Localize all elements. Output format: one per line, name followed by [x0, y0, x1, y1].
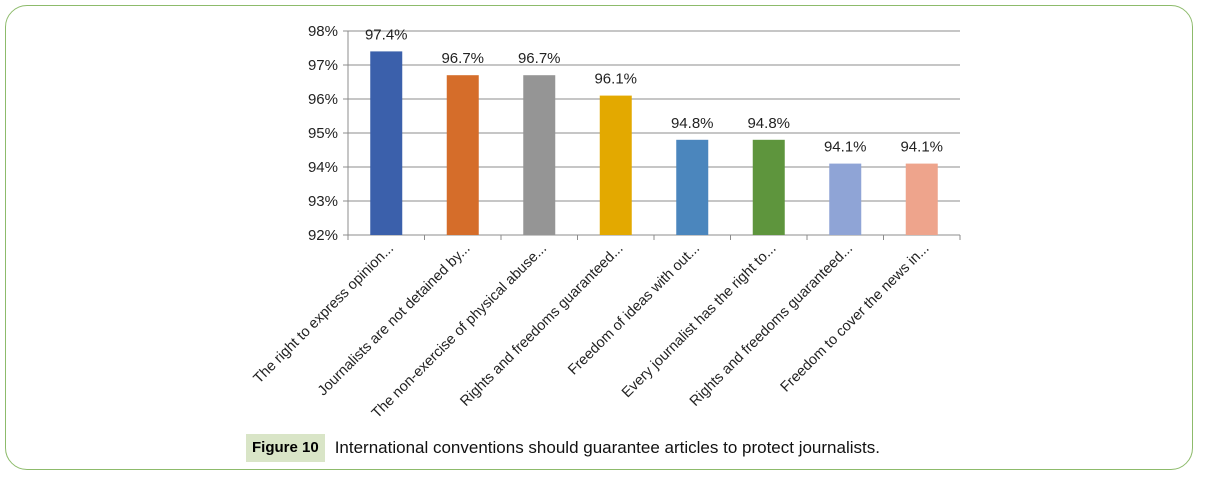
- x-tick-label: The non-exercise of physical abuse...: [369, 241, 550, 422]
- data-label: 96.7%: [441, 50, 484, 67]
- bar: [370, 51, 403, 236]
- y-tick-label: 92%: [308, 227, 338, 244]
- figure-caption: Figure 10 International conventions shou…: [246, 434, 880, 462]
- gridlines: [348, 30, 960, 236]
- bar-chart: 92% 93% 94% 95% 96% 97% 98% 97.4% The right to …: [251, 23, 961, 422]
- y-tick-label: 96%: [308, 91, 338, 108]
- figure-label: Figure 10: [246, 434, 325, 462]
- bar: [752, 139, 785, 235]
- y-tick-label: 98%: [308, 23, 338, 40]
- data-label: 96.1%: [594, 71, 637, 88]
- bar: [676, 139, 709, 235]
- data-label: 94.8%: [747, 115, 790, 132]
- bar: [905, 163, 938, 235]
- x-tick-label: Rights and freedoms guaranteed...: [457, 241, 626, 410]
- bar: [829, 163, 862, 235]
- x-tick-label: Freedom of ideas with out...: [565, 241, 703, 379]
- bar: [523, 75, 556, 235]
- bars: [370, 51, 938, 236]
- x-tick-label: Rights and freedoms guaranteed...: [687, 241, 856, 410]
- figure-frame: [5, 5, 1193, 470]
- x-tick-label: Freedom to cover the news in...: [778, 241, 933, 396]
- x-tick-label: The right to express opinion...: [251, 241, 397, 387]
- data-label: 94.1%: [900, 139, 943, 156]
- y-tick-label: 95%: [308, 125, 338, 142]
- x-tick-label: Every journalist has the right to...: [619, 241, 780, 402]
- bar: [599, 95, 632, 235]
- y-tick-label: 94%: [308, 159, 338, 176]
- y-tick-label: 93%: [308, 193, 338, 210]
- data-label: 97.4%: [365, 26, 408, 43]
- x-tick-label: Journalists are not detained by...: [315, 241, 474, 400]
- data-label: 94.1%: [824, 139, 867, 156]
- data-label: 94.8%: [671, 115, 714, 132]
- figure-caption-text: International conventions should guarant…: [334, 438, 880, 457]
- bar: [446, 75, 479, 235]
- data-label: 96.7%: [518, 50, 561, 67]
- y-tick-label: 97%: [308, 57, 338, 74]
